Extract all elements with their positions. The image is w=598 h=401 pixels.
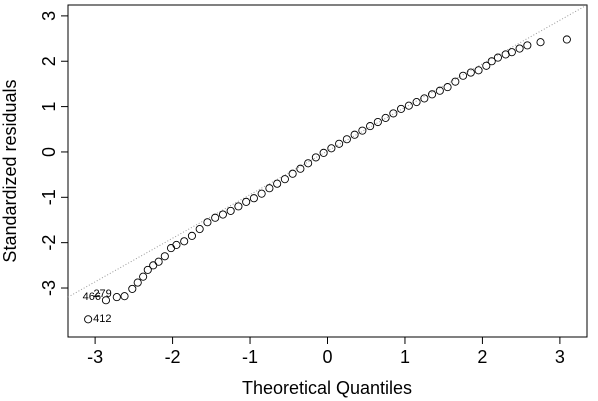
x-tick-label: 3 [555, 347, 565, 367]
y-tick-label: 3 [39, 11, 59, 21]
point [428, 90, 437, 99]
point [350, 130, 359, 139]
point [493, 53, 502, 62]
x-tick-label: 2 [477, 347, 487, 367]
point [358, 126, 367, 135]
point [515, 44, 524, 53]
point [327, 144, 336, 153]
point [412, 98, 421, 107]
point [288, 169, 297, 178]
point [242, 197, 251, 206]
point-label: 279 [93, 288, 111, 300]
point [459, 71, 468, 80]
point [420, 94, 429, 103]
point [160, 252, 169, 261]
point [562, 35, 571, 44]
x-tick-label: -3 [87, 347, 103, 367]
y-tick-label: -2 [39, 235, 59, 251]
point [226, 206, 235, 215]
point [249, 194, 258, 203]
point-label: 466 [83, 291, 101, 303]
point [133, 278, 142, 287]
point [166, 244, 176, 253]
point [112, 293, 121, 302]
point [536, 38, 545, 47]
point [120, 292, 129, 301]
point [311, 153, 320, 162]
point [435, 86, 444, 95]
point [211, 213, 220, 222]
point [507, 48, 516, 57]
point [397, 104, 406, 113]
y-axis-label: Standardized residuals [0, 79, 20, 262]
point [342, 135, 351, 144]
x-tick-label: -2 [165, 347, 181, 367]
x-tick-label: -1 [242, 347, 258, 367]
point [404, 101, 413, 110]
y-tick-label: 1 [39, 102, 59, 112]
point [218, 210, 227, 219]
point [296, 164, 305, 173]
point [128, 284, 137, 293]
point [451, 77, 460, 86]
point [335, 139, 344, 148]
point [234, 202, 243, 211]
point [257, 189, 266, 198]
point [487, 57, 496, 66]
point [466, 68, 475, 77]
x-axis-label: Theoretical Quantiles [242, 378, 412, 398]
point [187, 231, 196, 240]
point [381, 113, 390, 122]
point [280, 175, 289, 184]
point [180, 237, 189, 246]
point [474, 66, 483, 75]
point [523, 41, 532, 50]
point [149, 261, 158, 270]
point [389, 109, 398, 118]
point [154, 257, 163, 266]
point [172, 240, 181, 249]
point [273, 179, 282, 188]
point [195, 225, 204, 234]
y-tick-label: -3 [39, 280, 59, 296]
point [373, 117, 382, 127]
y-tick-label: -1 [39, 189, 59, 205]
point [443, 83, 452, 92]
reference-line [67, 4, 588, 298]
point [84, 315, 93, 324]
point [482, 61, 491, 70]
point [265, 184, 274, 193]
point [319, 148, 328, 157]
point-label: 412 [93, 313, 111, 325]
point [139, 272, 148, 281]
point [366, 122, 375, 131]
point [143, 265, 152, 274]
y-tick-label: 0 [39, 147, 59, 157]
point [304, 159, 313, 168]
point [203, 218, 212, 227]
x-tick-label: 1 [400, 347, 410, 367]
y-tick-label: 2 [39, 56, 59, 66]
x-tick-label: 0 [322, 347, 332, 367]
point [101, 296, 111, 305]
